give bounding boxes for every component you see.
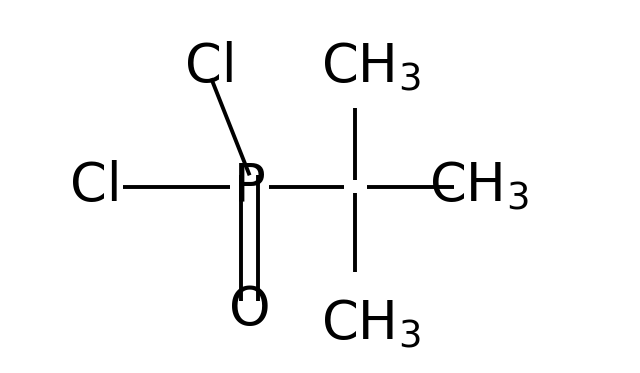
Text: P: P bbox=[234, 160, 266, 213]
Text: CH$_3$: CH$_3$ bbox=[429, 160, 529, 213]
Text: O: O bbox=[228, 283, 271, 336]
Text: CH$_3$: CH$_3$ bbox=[321, 298, 421, 351]
Text: Cl: Cl bbox=[186, 41, 237, 93]
Text: Cl: Cl bbox=[70, 160, 122, 213]
Text: CH$_3$: CH$_3$ bbox=[321, 41, 421, 94]
